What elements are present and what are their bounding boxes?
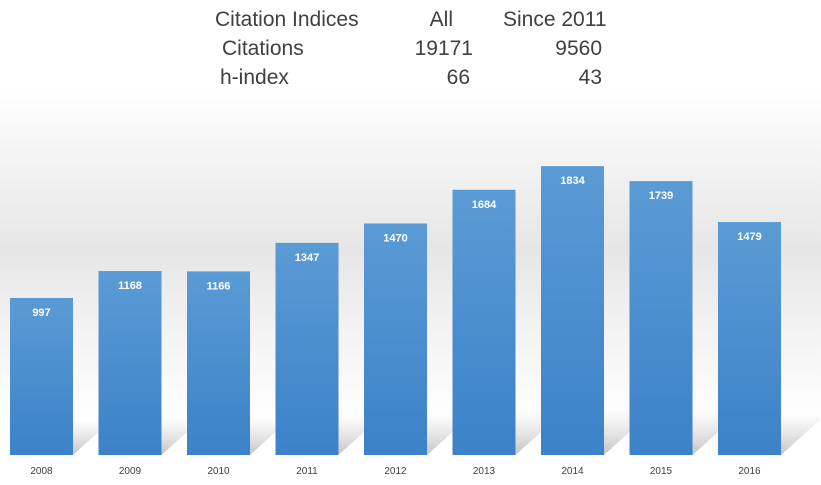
x-tick-label: 2014 [561,466,584,477]
data-label: 1684 [472,199,497,211]
bar-2015 [629,181,693,456]
header-label: Citation Indices [215,8,359,31]
h-index-label: h-index [220,66,289,89]
data-label: 1470 [383,232,407,244]
bar-2009 [98,271,162,455]
h-index-since: 43 [578,66,602,89]
x-tick-label: 2013 [473,466,496,477]
citations-all: 19171 [414,37,473,60]
h-index-all: 66 [446,66,470,89]
header-since: Since 2011 [503,8,607,31]
data-label: 1834 [560,175,585,187]
data-label: 1166 [207,280,231,292]
header-all: All [429,8,453,31]
citation-indices-table: Citation Indices All Since 2011 Citation… [0,0,821,100]
bar-2016 [718,222,781,455]
bar-2012 [364,223,427,455]
citations-since: 9560 [555,37,602,60]
data-label: 997 [32,307,50,319]
data-label: 1739 [649,190,673,202]
data-label: 1479 [737,231,761,243]
x-tick-label: 2015 [650,466,673,477]
bar-2014 [541,166,604,455]
x-tick-label: 2011 [296,466,318,477]
bar-2008 [10,297,73,455]
bar-2010 [187,271,250,455]
bar-2011 [275,242,339,455]
x-tick-label: 2012 [384,466,407,477]
x-tick-label: 2008 [30,466,53,477]
data-label: 1168 [118,280,142,292]
value-labels-group: 997 1168 1166 1347 1470 1684 1834 1739 1479 [32,175,761,319]
citations-label: Citations [222,37,304,60]
x-axis-labels: 2008 2009 2010 2011 2012 2013 2014 2015 2016 [30,466,761,477]
x-tick-label: 2010 [207,466,230,477]
bars-group [10,166,781,456]
x-tick-label: 2016 [738,466,761,477]
data-label: 1347 [295,252,319,264]
x-tick-label: 2009 [119,466,142,477]
bar-2013 [452,189,516,455]
